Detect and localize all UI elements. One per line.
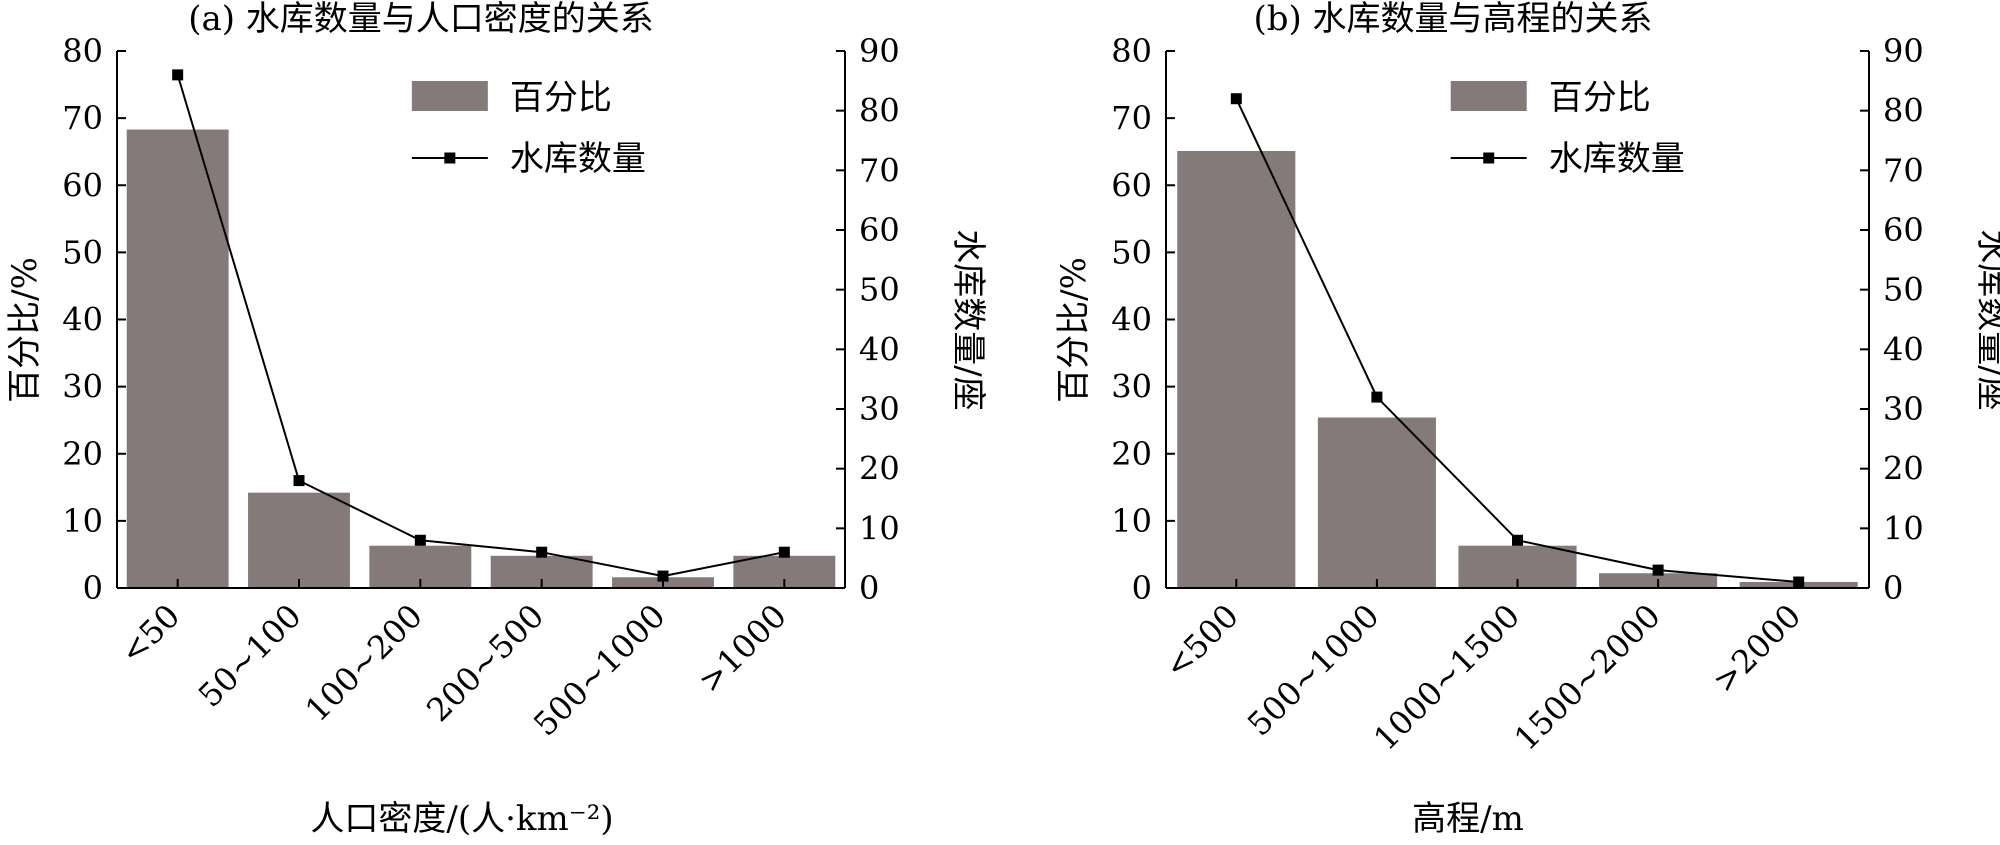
legend-label-bar-b: 百分比 [1549,78,1651,118]
bar-a-1 [248,492,350,588]
series-line-a [176,74,785,578]
line-marker-b-1 [1371,391,1383,403]
x-tick-label-b-1: 500~1000 [1240,597,1387,744]
chart-title-b: (b) 水库数量与高程的关系 [1253,0,1652,39]
y-tick-label-left-a-6: 60 [62,166,103,204]
y-tick-label-right-b-0: 0 [1883,569,1903,607]
y-tick-label-right-b-6: 60 [1883,211,1924,249]
y-tick-label-right-a-8: 80 [859,92,900,130]
legend-label-line-b: 水库数量 [1549,139,1685,179]
y-tick-label-left-b-1: 10 [1111,502,1152,540]
y-tick-label-left-b-3: 30 [1111,368,1152,406]
y-tick-label-left-a-2: 20 [62,435,103,473]
y-axis-label-left-a: 百分比/% [5,257,45,403]
line-marker-a-3 [536,546,548,558]
y-tick-label-left-a-8: 80 [62,32,103,70]
x-tick-label-b-4: >2000 [1705,597,1808,700]
legend-label-line-a: 水库数量 [510,139,646,179]
bars-b [1177,151,1858,588]
legend-marker-a [444,152,456,164]
y-tick-label-right-a-1: 10 [859,509,900,547]
y-tick-label-left-a-5: 50 [62,233,103,271]
y-tick-label-right-b-4: 40 [1883,330,1924,368]
x-tick-label-a-3: 200~500 [419,597,551,729]
x-tick-label-a-2: 100~200 [298,597,430,729]
x-tick-label-b-0: <500 [1157,597,1246,686]
line-b [1230,93,1805,588]
line-marker-a-0 [172,69,184,81]
line-marker-b-2 [1512,534,1523,546]
chart-title-a: (a) 水库数量与人口密度的关系 [188,0,654,39]
x-tick-label-a-5: >1000 [691,597,794,700]
y-tick-label-right-b-3: 30 [1883,390,1924,428]
y-tick-label-left-b-7: 70 [1111,99,1152,137]
line-marker-b-3 [1652,564,1664,576]
bar-b-1 [1317,417,1436,588]
y-tick-label-right-a-7: 70 [859,151,900,189]
y-tick-label-right-a-9: 90 [859,32,900,70]
legend-label-bar-a: 百分比 [510,78,612,118]
y-tick-label-left-a-4: 40 [62,301,103,339]
legend-marker-b [1483,152,1495,164]
y-tick-label-left-a-7: 70 [62,99,103,137]
y-tick-label-right-a-3: 30 [859,390,900,428]
y-tick-label-left-b-8: 80 [1111,32,1152,70]
y-tick-label-left-b-4: 40 [1111,301,1152,339]
line-marker-b-0 [1230,93,1242,105]
y-tick-label-right-a-5: 50 [859,271,900,309]
y-tick-label-right-b-2: 20 [1883,450,1924,488]
line-marker-a-5 [778,546,790,558]
x-axis-label-b: 高程/m [1412,799,1524,839]
x-tick-label-a-4: 500~1000 [526,597,673,744]
y-axis-label-left-b: 百分比/% [1054,257,1094,403]
line-marker-a-4 [657,570,669,582]
x-tick-label-b-2: 1000~1500 [1366,597,1527,758]
line-marker-a-1 [293,475,305,487]
y-tick-label-left-a-0: 0 [83,569,103,607]
x-tick-label-a-1: 50~100 [191,597,309,715]
y-axis-label-right-a: 水库数量/座 [948,229,988,410]
x-axis-label-a: 人口密度/(人·km⁻²) [310,799,613,839]
legend-swatch-bar-a [411,81,488,111]
y-tick-label-left-b-6: 60 [1111,166,1152,204]
y-axis-label-right-b: 水库数量/座 [1972,229,2000,410]
y-tick-label-left-a-3: 30 [62,368,103,406]
y-tick-label-left-b-5: 50 [1111,233,1152,271]
panel-a: (a) 水库数量与人口密度的关系 0 10 20 30 40 50 60 70 80 0 10 20 3… [5,0,988,839]
y-tick-label-right-b-8: 80 [1883,92,1924,130]
y-tick-label-right-a-0: 0 [859,569,879,607]
x-tick-label-b-3: 1500~2000 [1507,597,1668,758]
y-tick-label-right-a-6: 60 [859,211,900,249]
y-tick-label-right-b-5: 50 [1883,271,1924,309]
y-tick-label-left-b-2: 20 [1111,435,1152,473]
bar-a-0 [126,129,229,589]
y-tick-label-right-b-1: 10 [1883,509,1924,547]
x-tick-label-a-0: <50 [113,597,188,672]
y-tick-label-right-b-7: 70 [1883,151,1924,189]
line-marker-a-2 [414,534,426,546]
y-tick-label-right-b-9: 90 [1883,32,1924,70]
panel-b: (b) 水库数量与高程的关系 0 10 20 30 40 50 60 70 80 0 10 20 30 4… [1054,0,2000,839]
y-tick-label-right-a-4: 40 [859,330,900,368]
y-tick-label-right-a-2: 20 [859,450,900,488]
line-a [172,69,790,582]
y-tick-label-left-b-0: 0 [1132,569,1152,607]
legend-swatch-bar-b [1450,81,1527,111]
y-tick-label-left-a-1: 10 [62,502,103,540]
bar-b-0 [1177,151,1296,588]
bars-a [126,129,836,589]
